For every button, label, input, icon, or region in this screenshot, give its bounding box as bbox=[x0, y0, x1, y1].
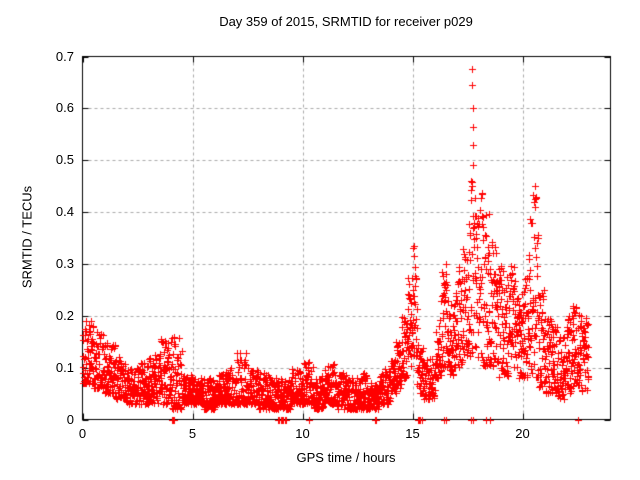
y-tick-label: 0.6 bbox=[55, 100, 74, 116]
y-tick-label: 0.7 bbox=[55, 48, 74, 64]
y-tick-label: 0.3 bbox=[55, 255, 74, 271]
x-tick-label: 5 bbox=[188, 426, 197, 441]
x-tick-label: 15 bbox=[405, 426, 420, 441]
y-tick-label: 0 bbox=[66, 411, 74, 427]
y-tick-label: 0.4 bbox=[55, 204, 74, 220]
y-tick-label: 0.1 bbox=[55, 359, 74, 375]
x-axis-label: GPS time / hours bbox=[296, 450, 396, 465]
y-tick-label: 0.5 bbox=[55, 152, 74, 168]
x-tick-label: 10 bbox=[295, 426, 310, 441]
x-tick-label: 20 bbox=[515, 426, 530, 441]
y-tick-label: 0.2 bbox=[55, 307, 74, 323]
x-tick-label: 0 bbox=[78, 426, 87, 441]
y-axis-label: SRMTID / TECUs bbox=[19, 185, 35, 289]
chart-title: Day 359 of 2015, SRMTID for receiver p02… bbox=[219, 14, 473, 29]
